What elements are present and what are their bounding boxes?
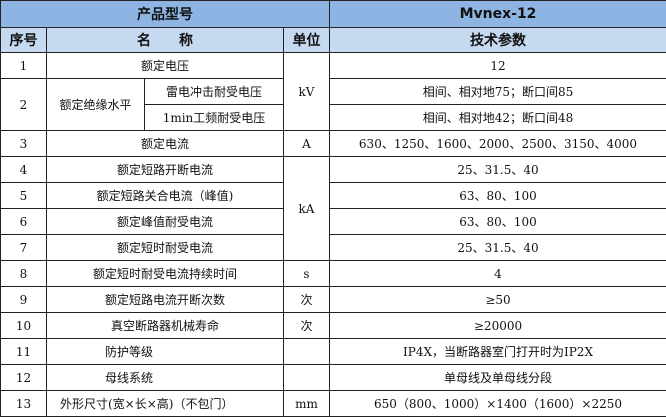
table-row: 13 外形尺寸(宽×长×高)（不包门） mm 650（800、1000）×140…: [0, 390, 666, 417]
table-row: 4 额定短路开断电流 kA 25、31.5、40: [0, 156, 666, 261]
table-row: 10 真空断路器机械寿命 次 ≥20000: [0, 312, 666, 339]
column-header-row: 序号 名 称 单位 技术参数: [0, 27, 666, 53]
row-value: 25、31.5、40: [329, 234, 666, 261]
product-model-label: 产品型号: [0, 0, 330, 28]
row-value: ≥20000: [329, 312, 666, 339]
row-unit: kA: [283, 156, 330, 261]
row-no: 4: [0, 156, 47, 183]
table-row: 3 额定电流 A 630、1250、1600、2000、2500、3150、40…: [0, 130, 666, 157]
row-no: 1: [0, 52, 47, 79]
row-unit: A: [283, 130, 330, 157]
product-model-value: Mvnex-12: [329, 0, 666, 28]
table-row: 2 额定绝缘水平 雷电冲击耐受电压 相间、相对地75；断口间85: [0, 78, 666, 131]
row-value: 相间、相对地75；断口间85: [329, 78, 666, 105]
col-params: 技术参数: [329, 27, 666, 53]
row-unit: mm: [283, 390, 330, 417]
row-value: 650（800、1000）×1400（1600）×2250: [329, 390, 666, 417]
row-value: 630、1250、1600、2000、2500、3150、4000: [329, 130, 666, 157]
col-unit: 单位: [283, 27, 330, 53]
row-name: 外形尺寸(宽×长×高)（不包门）: [46, 390, 284, 417]
row-unit: [283, 364, 330, 391]
row-no: 8: [0, 260, 47, 287]
row-name: 额定电压: [46, 52, 284, 79]
table-row: 12 母线系统 单母线及单母线分段: [0, 364, 666, 391]
row-name: 额定电流: [46, 130, 284, 157]
row-unit: s: [283, 260, 330, 287]
table-row: 11 防护等级 IP4X，当断路器室门打开时为IP2X: [0, 338, 666, 365]
product-model-row: 产品型号 Mvnex-12: [0, 0, 666, 28]
row-no: 5: [0, 182, 47, 209]
table-row: 8 额定短时耐受电流持续时间 s 4: [0, 260, 666, 287]
table-row: 5 额定短路关合电流（峰值) 63、80、100: [0, 182, 666, 209]
row-name: 额定短时耐受电流: [46, 234, 284, 261]
row-no: 6: [0, 208, 47, 235]
row-name: 防护等级: [46, 338, 284, 365]
row-value: IP4X，当断路器室门打开时为IP2X: [329, 338, 666, 365]
row-value: 单母线及单母线分段: [329, 364, 666, 391]
row-no: 11: [0, 338, 47, 365]
table-row: 1min工频耐受电压 相间、相对地42；断口间48: [1, 104, 666, 131]
row-value: 4: [329, 260, 666, 287]
row-name: 额定短时耐受电流持续时间: [46, 260, 284, 287]
row-subname: 1min工频耐受电压: [144, 104, 284, 131]
table-row: 9 额定短路电流开断次数 次 ≥50: [0, 286, 666, 313]
row-name: 母线系统: [46, 364, 284, 391]
row-no: 13: [0, 390, 47, 417]
row-value: 63、80、100: [329, 208, 666, 235]
row-value: ≥50: [329, 286, 666, 313]
row-value: 25、31.5、40: [329, 156, 666, 183]
row-name: 额定峰值耐受电流: [46, 208, 284, 235]
row-no: 7: [0, 234, 47, 261]
row-unit: 次: [283, 312, 330, 339]
row-no: 2: [0, 78, 47, 131]
row-value: 12: [329, 52, 666, 79]
row-no: 12: [0, 364, 47, 391]
table-row: 7 额定短时耐受电流 25、31.5、40: [0, 234, 666, 261]
row-unit: 次: [283, 286, 330, 313]
row-name: 额定短路关合电流（峰值): [46, 182, 284, 209]
row-name: 额定短路电流开断次数: [46, 286, 284, 313]
row-no: 3: [0, 130, 47, 157]
row-value: 63、80、100: [329, 182, 666, 209]
row-unit: [283, 338, 330, 365]
row-value: 相间、相对地42；断口间48: [329, 104, 666, 131]
row-name: 额定短路开断电流: [46, 156, 284, 183]
row-no: 10: [0, 312, 47, 339]
row-subname: 雷电冲击耐受电压: [144, 78, 284, 105]
col-name: 名 称: [46, 27, 284, 53]
row-name: 真空断路器机械寿命: [46, 312, 284, 339]
row-name: 额定绝缘水平: [46, 78, 145, 131]
row-no: 9: [0, 286, 47, 313]
col-no: 序号: [0, 27, 47, 53]
table-row: 1 额定电压 kV 12: [0, 52, 666, 131]
table-row: 6 额定峰值耐受电流 63、80、100: [0, 208, 666, 235]
row-unit: kV: [283, 52, 330, 131]
